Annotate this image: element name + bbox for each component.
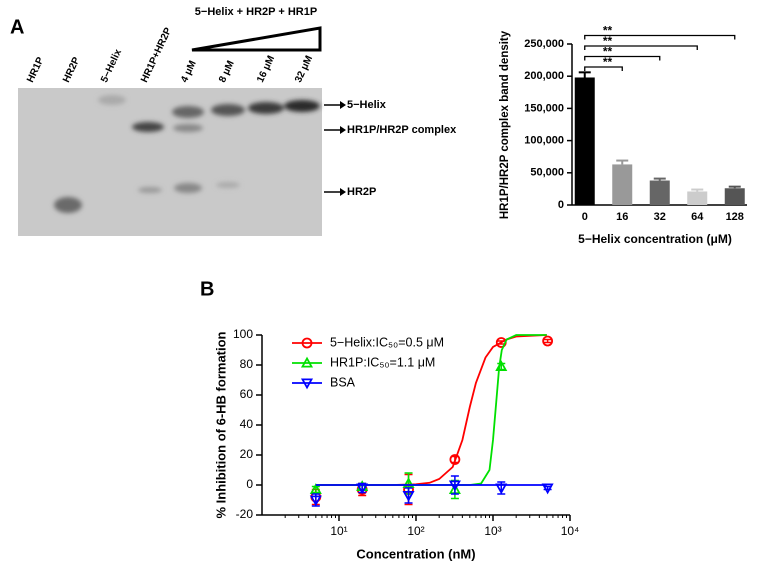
y-tick-label: 40 (240, 417, 254, 431)
y-tick-label: 250,000 (524, 38, 564, 50)
x-tick-label: 16 (616, 211, 628, 223)
band-label: HR2P (347, 186, 376, 198)
legend-marker (300, 378, 314, 390)
legend-label: 5−Helix:IC₅₀=0.5 μM (330, 335, 444, 349)
data-point (309, 483, 322, 495)
legend-label: HR1P:IC₅₀=1.1 μM (330, 355, 435, 369)
bar (649, 180, 670, 205)
gel-arrowheads (340, 101, 346, 196)
significance-label: ** (603, 24, 613, 38)
lane-label: 16 μM (255, 54, 277, 84)
y-tick-label: -20 (236, 507, 254, 521)
significance-label: ** (603, 45, 613, 59)
bar (687, 191, 708, 205)
significance-bracket (584, 55, 661, 61)
significance-bracket (584, 45, 698, 50)
y-tick-label: 80 (240, 357, 254, 371)
band-label: HR1P/HR2P complex (347, 124, 457, 136)
x-tick-label: 10¹ (330, 524, 347, 538)
lane-label: HR1P+HR2P (139, 26, 174, 85)
y-tick-label: 0 (246, 477, 253, 491)
y-tick-label: 0 (558, 199, 564, 211)
significance-bracket (584, 66, 623, 71)
y-tick-label: 20 (240, 447, 254, 461)
data-point (402, 477, 415, 489)
gel-bands (54, 95, 320, 213)
data-point (402, 490, 415, 502)
legend-marker (300, 356, 314, 368)
y-tick-label: 150,000 (524, 102, 564, 114)
significance-label: ** (603, 55, 613, 69)
x-axis-label: 5−Helix concentration (μM) (578, 232, 732, 246)
x-tick-label: 10³ (484, 524, 501, 538)
data-point (356, 483, 369, 495)
panel-label: A (10, 16, 24, 38)
y-tick-label: 100 (233, 327, 253, 341)
x-axis-label: Concentration (nM) (356, 546, 475, 561)
data-point (309, 495, 322, 507)
x-tick-label: 0 (582, 211, 588, 223)
significance-label: ** (603, 34, 613, 48)
band-label: 5−Helix (347, 99, 387, 111)
x-tick-label: 32 (654, 211, 666, 223)
y-tick-label: 50,000 (530, 167, 564, 179)
y-tick-label: 200,000 (524, 70, 564, 82)
bar (724, 188, 745, 205)
gel-header: 5−Helix + HR2P + HR1P (195, 6, 317, 18)
data-point (495, 483, 508, 495)
lane-label: 32 μM (293, 54, 315, 84)
x-tick-label: 64 (691, 211, 704, 223)
x-tick-label: 10² (407, 524, 424, 538)
legend-marker (301, 337, 313, 349)
data-point (448, 480, 461, 492)
bar (574, 77, 595, 205)
lane-label: HR1P (25, 55, 46, 84)
y-tick-label: 60 (240, 387, 254, 401)
fit-curve (315, 334, 547, 486)
significance-bracket (584, 34, 736, 40)
lane-label: 4 μM (179, 59, 199, 84)
y-tick-label: 100,000 (524, 135, 564, 147)
y-axis-label: HR1P/HR2P complex band density (499, 30, 511, 219)
bar (612, 164, 633, 205)
panel-label: B (200, 278, 214, 300)
data-point (449, 454, 461, 465)
data-point (542, 335, 554, 347)
x-tick-label: 10⁴ (561, 524, 580, 538)
data-point (541, 483, 554, 495)
y-axis-label: % Inhibition of 6-HB formation (213, 331, 228, 518)
x-tick-label: 128 (726, 211, 744, 223)
data-point (495, 360, 508, 372)
lane-label: 5−Helix (99, 47, 124, 84)
gradient-triangle (191, 26, 322, 52)
gel-arrows (324, 104, 340, 193)
lane-label: HR2P (61, 55, 82, 84)
legend-label: BSA (330, 375, 356, 389)
lane-label: 8 μM (217, 59, 237, 84)
